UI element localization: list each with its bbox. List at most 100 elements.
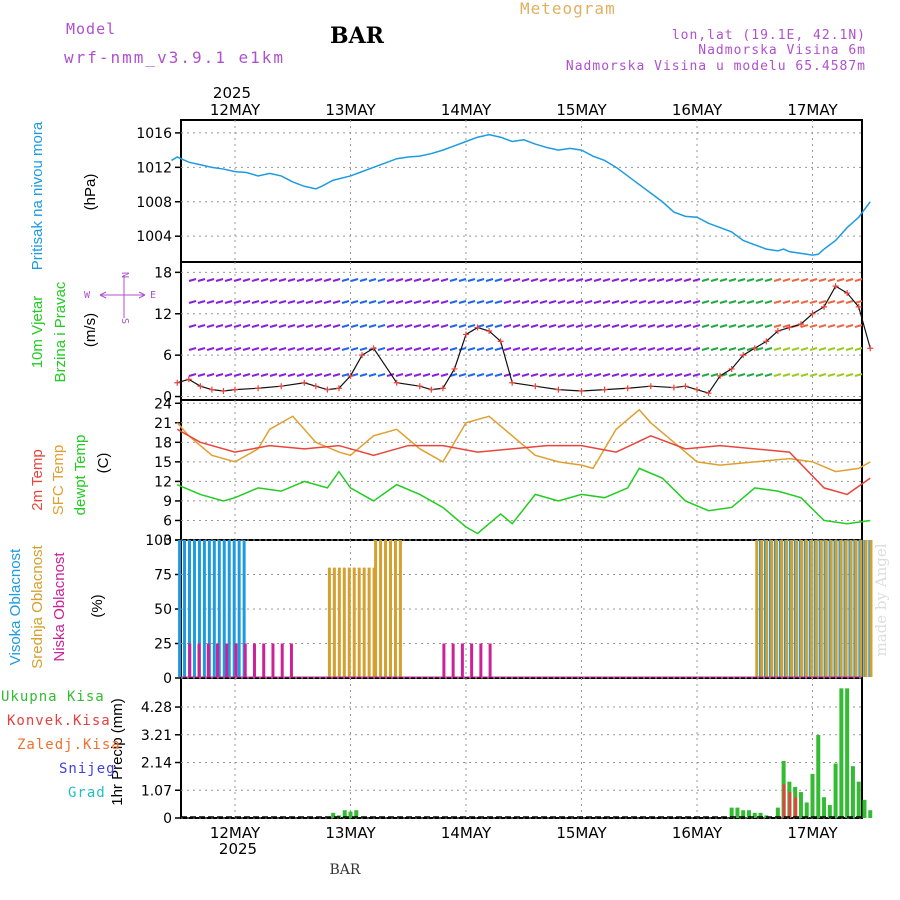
meteogram-title: Meteogram	[520, 0, 616, 18]
wind-barb	[404, 300, 413, 304]
wind-barb	[305, 373, 314, 377]
wind-barb	[467, 324, 476, 328]
wind-barb	[386, 373, 395, 377]
wind-barb	[413, 324, 422, 328]
wind-barb	[188, 324, 197, 328]
wind-barb	[467, 373, 476, 377]
wind-speed-marker	[335, 385, 342, 392]
wind-barb	[773, 300, 782, 304]
wind-barb	[746, 300, 755, 304]
wind-barb	[503, 300, 512, 304]
wind-barb	[332, 373, 341, 377]
wind-barb	[323, 324, 332, 328]
wind-barb	[224, 347, 233, 351]
wind-barb	[296, 278, 305, 282]
wind-speed-marker	[497, 338, 504, 345]
y-tick-label-pressure: 1016	[136, 126, 172, 142]
wind-barb	[854, 324, 863, 328]
wind-barb	[674, 373, 683, 377]
wind-barb	[314, 324, 323, 328]
temp2m-line	[176, 428, 871, 496]
wind-barb	[386, 300, 395, 304]
wind-barb	[692, 373, 701, 377]
wind-barb	[368, 300, 377, 304]
wind-barb	[611, 373, 620, 377]
wind-barb	[737, 324, 746, 328]
wind-barb	[620, 324, 629, 328]
day-label-bottom: 15MAY	[556, 824, 607, 842]
wind-barb	[602, 373, 611, 377]
wind-barb	[638, 324, 647, 328]
wind-barb	[260, 300, 269, 304]
wind-barb	[251, 278, 260, 282]
wind-barb	[242, 347, 251, 351]
wind-barb	[845, 278, 854, 282]
station-title: BAR	[330, 23, 385, 49]
wind-barb	[314, 347, 323, 351]
wind-speed-marker	[220, 388, 227, 395]
wind-barb	[332, 347, 341, 351]
y-tick-label-cloud: 25	[154, 637, 172, 653]
precip-total-bar	[752, 812, 757, 818]
precip-total-bar	[810, 773, 815, 818]
wind-barb	[404, 278, 413, 282]
wind-barb	[710, 300, 719, 304]
y-tick-label-cloud: 50	[154, 602, 172, 618]
wind-speed-marker	[451, 365, 458, 372]
wind-barb	[404, 373, 413, 377]
wind-barb	[530, 278, 539, 282]
y-tick-label-wind: 0	[163, 390, 172, 406]
wind-barb	[539, 300, 548, 304]
wind-barb	[800, 347, 809, 351]
wind-barb	[710, 278, 719, 282]
wind-speed-marker	[197, 383, 204, 390]
wind-barb	[431, 373, 440, 377]
wind-barb	[377, 373, 386, 377]
wind-barb	[197, 278, 206, 282]
wind-barb	[215, 347, 224, 351]
wind-barb	[800, 278, 809, 282]
wind-barb	[836, 324, 845, 328]
wind-barb	[233, 324, 242, 328]
compass-e: E	[150, 290, 156, 301]
wind-barb	[287, 300, 296, 304]
wind-barb	[251, 324, 260, 328]
y-tick-label-pressure: 1012	[136, 160, 172, 176]
wind-barb	[350, 347, 359, 351]
temp-unit: (C)	[95, 453, 112, 474]
wind-barb	[656, 278, 665, 282]
wind-barb	[521, 324, 530, 328]
wind-barb	[530, 300, 539, 304]
wind-barb	[584, 300, 593, 304]
wind-speed-marker	[428, 386, 435, 393]
wind-barb	[719, 300, 728, 304]
precip-total-bar	[775, 807, 780, 818]
wind-speed-marker	[463, 331, 469, 338]
wind-barb	[359, 347, 368, 351]
wind-speed-marker	[751, 345, 758, 352]
temp-title-dewpt: dewpt Temp	[72, 435, 89, 516]
credit-text: made by Angel	[872, 543, 890, 656]
wind-barb	[809, 324, 818, 328]
wind-barb	[260, 347, 269, 351]
wind-barb	[386, 324, 395, 328]
wind-barb	[458, 278, 467, 282]
wind-barb	[701, 278, 710, 282]
y-tick-label-precip: 1.07	[141, 783, 172, 799]
wind-barb	[485, 347, 494, 351]
precip-total-bar	[827, 805, 832, 818]
wind-barb	[287, 324, 296, 328]
wind-barb	[269, 373, 278, 377]
wind-barb	[467, 347, 476, 351]
wind-barb	[386, 347, 395, 351]
wind-barb	[629, 347, 638, 351]
wind-barb	[683, 373, 692, 377]
wind-barb	[854, 347, 863, 351]
y-tick-label-temp: 18	[154, 435, 172, 451]
wind-barb	[800, 300, 809, 304]
wind-barb	[260, 278, 269, 282]
wind-speed-marker	[312, 383, 319, 390]
wind-barb	[548, 347, 557, 351]
wind-barb	[287, 278, 296, 282]
